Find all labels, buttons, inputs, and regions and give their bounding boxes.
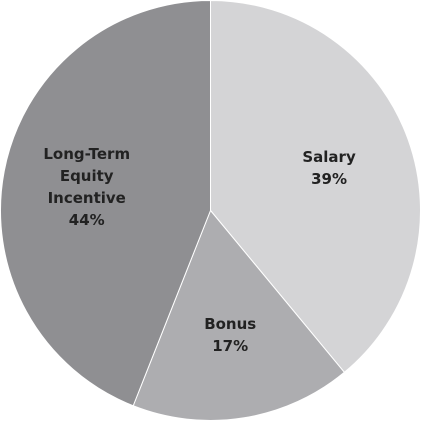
category-label: Salary	[302, 147, 356, 166]
category-label: Bonus	[204, 314, 257, 333]
pie-slice	[0, 0, 211, 407]
value-label: 39%	[311, 169, 347, 188]
category-label: Long-Term Equity Incentive	[43, 144, 131, 207]
slice-label: Salary 39%	[279, 146, 379, 190]
pie-slice	[132, 209, 346, 421]
slice-label: Bonus 17%	[180, 313, 280, 357]
value-label: 44%	[68, 210, 105, 229]
value-label: 17%	[212, 336, 249, 355]
slice-label: Long-Term Equity Incentive 44%	[37, 143, 137, 231]
pie-slice	[210, 0, 421, 374]
